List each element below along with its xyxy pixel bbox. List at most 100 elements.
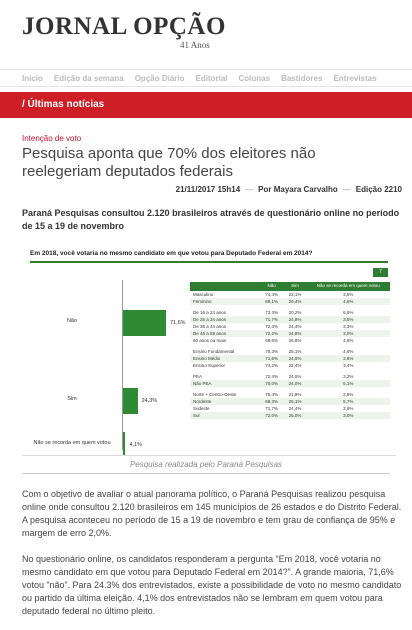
- table-cell-nr: 3,2%: [343, 374, 354, 379]
- main-nav: Início Edição da semana Opção Diário Edi…: [0, 69, 412, 87]
- table-header-sim: Sim: [283, 282, 307, 291]
- table-cell-nr: 3,5%: [343, 292, 354, 297]
- figure-caption: Pesquisa realizada pelo Paraná Pesquisas: [22, 460, 390, 474]
- table-cell-sim: 24,8%: [283, 316, 307, 323]
- table-cell-label: De 25 a 34 anos: [190, 316, 260, 323]
- table-cell-nao: 74,4%: [265, 292, 279, 297]
- bar-value-label: 24,3%: [141, 398, 158, 404]
- nav-item-edicao-da-semana[interactable]: Edição da semana: [53, 73, 124, 83]
- table-cell-nao: 75,4%: [265, 392, 279, 397]
- table-cell-nr: 2,8%: [343, 392, 354, 397]
- table-cell-sim: 21,9%: [288, 392, 302, 397]
- bar-label: Sim: [67, 396, 77, 402]
- table-cell-nao: 69,1%: [260, 298, 284, 305]
- table-cell-label: De 45 a 59 anos: [190, 330, 260, 337]
- table-cell-sim: 25,1%: [283, 398, 307, 405]
- table-cell-nao: 72,4%: [265, 374, 279, 379]
- bar: [123, 388, 138, 414]
- bar-value-label: 4,1%: [129, 442, 142, 448]
- bar: [123, 432, 126, 455]
- table-cell-nao: 73,3%: [265, 310, 279, 315]
- table-cell-nr: 3,5%: [306, 316, 390, 323]
- table-cell-nao: 71,6%: [260, 355, 284, 362]
- table-cell-nao: 72,3%: [265, 324, 279, 329]
- table-cell-sim: 24,5%: [283, 355, 307, 362]
- table-cell-label: Ensino Superior: [193, 363, 226, 368]
- table-cell-label: Ensino Fundamental: [193, 349, 235, 354]
- table-cell-nao: 70,3%: [265, 349, 279, 354]
- nav-item-entrevistas[interactable]: Entrevistas: [333, 73, 377, 83]
- article-byline: 21/11/2017 15h14— Por Mayara Carvalho — Edi…: [175, 185, 402, 194]
- table-header-blank: [190, 282, 260, 291]
- table-row: Ensino Fundamental 70,3% 25,1% 4,6%: [190, 348, 390, 355]
- bar-chart: Não 71,6% Sim 24,3% Não se recorda em quem v…: [26, 280, 186, 455]
- nav-item-opcao-diario[interactable]: Opção Diário: [134, 73, 185, 83]
- table-row: Masculino 74,4% 22,1% 3,5%: [190, 291, 390, 298]
- table-header-nao-recorda: Não se recorda em quem votou: [306, 282, 390, 291]
- table-cell-label: Feminino: [190, 298, 260, 305]
- nav-item-editorial[interactable]: Editorial: [195, 73, 228, 83]
- table-cell-nao: 69,3%: [260, 398, 284, 405]
- table-cell-nr: 3,8%: [306, 355, 390, 362]
- table-cell-nr: 5,7%: [306, 398, 390, 405]
- breakdown-table: Não Sim Não se recorda em quem votou Mas…: [190, 282, 390, 419]
- table-cell-label: Não PEA: [190, 380, 260, 387]
- table-cell-sim: 26,8%: [288, 338, 302, 343]
- logo-subtitle: 41 Anos: [180, 40, 210, 50]
- table-spacer: [190, 305, 390, 309]
- table-header-nao: Não: [260, 282, 284, 291]
- table-row: Nordeste 69,3% 25,1% 5,7%: [190, 398, 390, 405]
- table-cell-nao: 70,0%: [260, 380, 284, 387]
- table-cell-label: Norte + Centro-Oeste: [193, 392, 237, 397]
- table-cell-nao: 71,7%: [265, 406, 279, 411]
- table-cell-label: Nordeste: [190, 398, 260, 405]
- table-cell-sim: 26,4%: [283, 298, 307, 305]
- table-cell-label: De 35 a 44 anos: [193, 324, 227, 329]
- table-row: Ensino Médio 71,6% 24,5% 3,8%: [190, 355, 390, 362]
- table-row: Feminino 69,1% 26,4% 4,6%: [190, 298, 390, 305]
- table-cell-nr: 4,6%: [343, 349, 354, 354]
- bar-label: Não: [66, 318, 78, 324]
- table-cell-nr: 3,0%: [306, 330, 390, 337]
- table-cell-nr: 4,6%: [306, 298, 390, 305]
- article-paragraph: Com o objetivo de avaliar o atual panora…: [22, 489, 402, 538]
- bar-value-label: 71,6%: [169, 320, 186, 326]
- table-cell-label: De 16 a 24 anos: [193, 310, 227, 315]
- table-cell-sim: 25,0%: [283, 412, 307, 419]
- article-author[interactable]: Por Mayara Carvalho: [258, 185, 338, 194]
- table-row: De 25 a 34 anos 71,7% 24,8% 3,5%: [190, 316, 390, 323]
- table-cell-nao: 71,7%: [260, 316, 284, 323]
- table-cell-nao: 74,2%: [265, 363, 279, 368]
- table-cell-label: PEA: [193, 374, 203, 379]
- table-cell-label: Sul: [190, 412, 260, 419]
- article-paragraph: No questionário online, os candidatos re…: [22, 554, 402, 616]
- table-cell-label: Sudeste: [193, 406, 210, 411]
- table-row: De 16 a 24 anos 73,3% 20,2% 6,5%: [190, 309, 390, 316]
- article-kicker: Intenção de voto: [22, 134, 82, 143]
- bar-label: Não se recorda em quem votou: [33, 440, 111, 446]
- nav-item-colunas[interactable]: Colunas: [238, 73, 271, 83]
- table-cell-label: Ensino Médio: [190, 355, 260, 362]
- bar: [123, 310, 166, 336]
- infographic-title: Em 2018, você votaria no mesmo candidato…: [30, 250, 313, 257]
- table-row: Não PEA 70,0% 24,0% 6,1%: [190, 380, 390, 387]
- survey-infographic: Em 2018, você votaria no mesmo candidato…: [22, 244, 396, 456]
- table-cell-label: 60 anos ou mais: [193, 338, 227, 343]
- table-spacer: [190, 387, 390, 391]
- bar-chart-axis: [122, 280, 123, 450]
- table-cell-nr: 6,5%: [343, 310, 354, 315]
- table-cell-nr: 6,1%: [306, 380, 390, 387]
- section-title[interactable]: / Últimas notícias: [22, 99, 105, 110]
- table-cell-label: Masculino: [193, 292, 214, 297]
- nav-item-inicio[interactable]: Início: [22, 73, 43, 83]
- table-cell-sim: 25,1%: [288, 349, 302, 354]
- table-row: Sudeste 71,7% 24,4% 3,9%: [190, 405, 390, 412]
- table-cell-nr: 3,0%: [306, 412, 390, 419]
- table-row: De 45 a 59 anos 72,2% 24,8% 3,0%: [190, 330, 390, 337]
- table-header-row: Não Sim Não se recorda em quem votou: [190, 282, 390, 291]
- article-date: 21/11/2017 15h14: [175, 185, 241, 194]
- article-edition[interactable]: Edição 2210: [355, 185, 402, 194]
- nav-item-bastidores[interactable]: Bastidores: [281, 73, 323, 83]
- table-cell-sim: 24,8%: [283, 330, 307, 337]
- site-logo[interactable]: JORNAL OPÇÃO: [22, 13, 226, 40]
